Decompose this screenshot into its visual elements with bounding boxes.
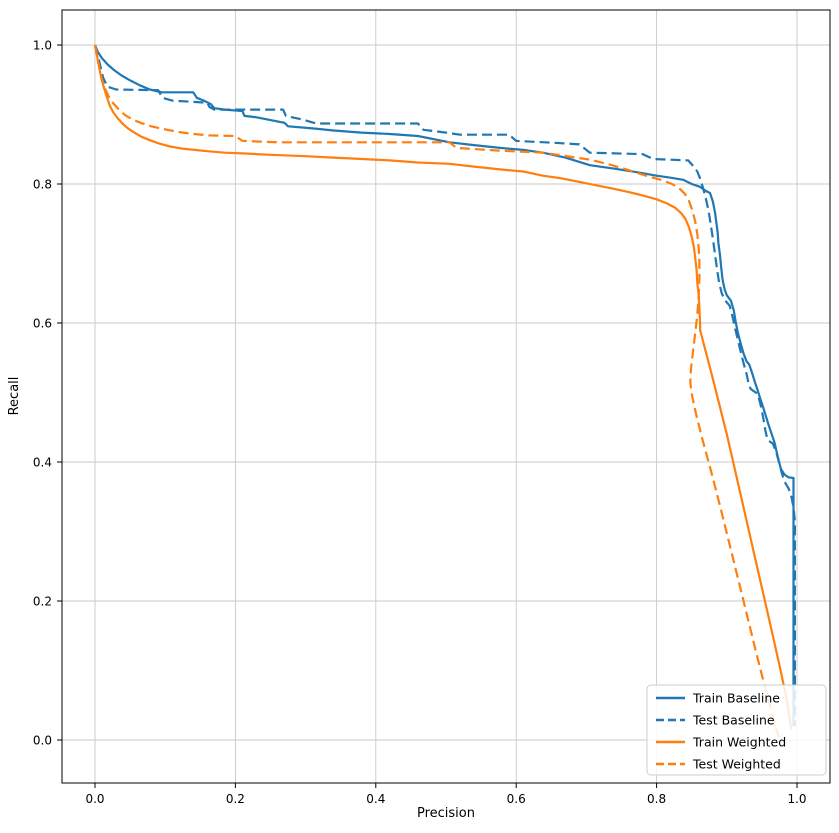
series-train-weighted bbox=[93, 44, 793, 730]
y-tick-label: 0.6 bbox=[33, 317, 52, 331]
y-tick-label: 0.8 bbox=[33, 178, 52, 192]
x-tick-label: 0.0 bbox=[85, 792, 104, 806]
series-test-baseline bbox=[93, 44, 797, 727]
y-tick-label: 0.0 bbox=[33, 734, 52, 748]
x-tick-label: 0.4 bbox=[366, 792, 385, 806]
x-tick-label: 1.0 bbox=[787, 792, 806, 806]
plot-area bbox=[62, 10, 830, 783]
axes-border bbox=[61, 9, 831, 784]
y-tick-label: 1.0 bbox=[33, 39, 52, 53]
legend-label-test-weighted: Test Weighted bbox=[692, 757, 781, 772]
x-tick-label: 0.2 bbox=[226, 792, 245, 806]
x-tick-label: 0.6 bbox=[507, 792, 526, 806]
y-tick-label: 0.2 bbox=[33, 595, 52, 609]
legend: Train Baseline Test Baseline Train Weigh… bbox=[646, 684, 827, 776]
series-train-baseline bbox=[93, 44, 795, 727]
x-axis-label: Precision bbox=[417, 806, 475, 821]
legend-label-train-baseline: Train Baseline bbox=[692, 691, 780, 706]
y-tick-label: 0.4 bbox=[33, 456, 52, 470]
x-tick-label: 0.8 bbox=[647, 792, 666, 806]
legend-label-train-weighted: Train Weighted bbox=[692, 735, 786, 750]
gridlines bbox=[62, 10, 830, 783]
y-axis-label: Recall bbox=[7, 377, 22, 416]
axis-ticks: 0.0 0.2 0.4 0.6 0.8 1.0 0.0 0.2 0.4 0.6 0.8 1.0 bbox=[33, 39, 807, 807]
legend-box bbox=[646, 684, 827, 776]
legend-label-test-baseline: Test Baseline bbox=[692, 713, 775, 728]
series-lines bbox=[93, 44, 797, 739]
series-test-weighted bbox=[93, 44, 781, 739]
